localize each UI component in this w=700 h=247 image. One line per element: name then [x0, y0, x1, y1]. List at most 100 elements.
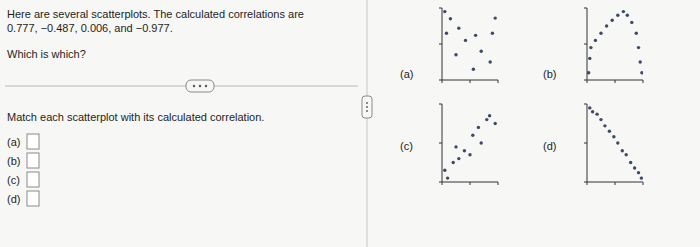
- separator: [5, 86, 358, 87]
- point: [640, 71, 643, 74]
- intro-line: Here are several scatterplots. The calcu…: [7, 8, 304, 20]
- answer-box[interactable]: [27, 172, 39, 187]
- point: [629, 161, 632, 164]
- y-tick: [584, 182, 587, 183]
- handle-dot: [366, 102, 368, 104]
- point: [457, 26, 460, 29]
- point: [472, 68, 475, 71]
- y-tick: [584, 104, 587, 105]
- point: [637, 46, 640, 49]
- point: [468, 153, 471, 156]
- answer-box[interactable]: [27, 153, 39, 168]
- point: [488, 60, 491, 63]
- point: [635, 32, 638, 35]
- point: [640, 176, 643, 179]
- y-tick: [439, 80, 442, 81]
- x-tick: [643, 80, 644, 83]
- point: [621, 149, 624, 152]
- point: [457, 157, 460, 160]
- point: [637, 171, 640, 174]
- answer-label: (a): [7, 136, 20, 148]
- x-tick: [643, 182, 644, 185]
- point: [633, 166, 636, 169]
- question: Which is which?: [7, 48, 86, 60]
- point: [443, 169, 446, 172]
- x-tick: [498, 80, 499, 83]
- point: [639, 60, 642, 63]
- y-tick: [584, 143, 587, 144]
- scatterplot: (b): [543, 8, 644, 83]
- y-tick: [584, 80, 587, 81]
- point: [589, 46, 592, 49]
- scatterplot: (a): [400, 8, 498, 83]
- point: [452, 161, 455, 164]
- point: [494, 16, 497, 19]
- divider-handle[interactable]: [362, 96, 372, 118]
- y-tick: [584, 44, 587, 45]
- point: [630, 21, 633, 24]
- point: [625, 153, 628, 156]
- point: [464, 39, 467, 42]
- point: [485, 118, 488, 121]
- answer-label: (b): [7, 155, 20, 167]
- divider: [367, 0, 368, 247]
- point: [474, 34, 477, 37]
- answer-box[interactable]: [27, 191, 39, 206]
- answer-box[interactable]: [27, 134, 39, 149]
- y-tick: [439, 44, 442, 45]
- y-tick: [439, 143, 442, 144]
- point: [446, 176, 449, 179]
- point: [463, 149, 466, 152]
- expand-button[interactable]: [186, 80, 214, 92]
- point: [588, 57, 591, 60]
- point: [605, 24, 608, 27]
- point: [594, 39, 597, 42]
- point: [616, 141, 619, 144]
- point: [491, 32, 494, 35]
- expand-dot: [199, 85, 201, 87]
- point: [480, 141, 483, 144]
- point: [449, 17, 452, 20]
- point: [603, 124, 606, 127]
- y-tick: [584, 8, 587, 9]
- point: [626, 14, 629, 17]
- x-tick: [470, 182, 471, 185]
- point: [480, 50, 483, 53]
- plot-label: (b): [543, 68, 556, 80]
- scatterplot: (d): [543, 104, 643, 185]
- point: [591, 110, 594, 113]
- point: [494, 122, 497, 125]
- intro-line: 0.777, −0.487, 0.006, and −0.977.: [7, 22, 173, 34]
- point: [595, 112, 598, 115]
- point: [599, 32, 602, 35]
- point: [612, 135, 615, 138]
- x-tick: [498, 182, 499, 185]
- point: [445, 32, 448, 35]
- point: [611, 19, 614, 22]
- page: Here are several scatterplots. The calcu…: [0, 0, 700, 247]
- point: [471, 134, 474, 137]
- x-tick: [615, 182, 616, 185]
- point: [454, 53, 457, 56]
- x-tick: [615, 80, 616, 83]
- plot-label: (a): [400, 68, 413, 80]
- points: [443, 114, 497, 180]
- expand-dot: [205, 85, 207, 87]
- expand-dot: [193, 85, 195, 87]
- point: [616, 14, 619, 17]
- point: [454, 145, 457, 148]
- point: [599, 118, 602, 121]
- scatterplot: (c): [400, 104, 498, 185]
- y-tick: [439, 104, 442, 105]
- point: [443, 10, 446, 13]
- x-tick: [470, 80, 471, 83]
- handle-dot: [366, 110, 368, 112]
- points: [588, 106, 643, 180]
- plot-label: (d): [543, 140, 556, 152]
- points: [587, 10, 643, 75]
- point: [588, 106, 591, 109]
- plot-label: (c): [400, 140, 413, 152]
- answer-label: (c): [7, 174, 20, 186]
- points: [443, 10, 497, 71]
- answer-label: (d): [7, 193, 20, 205]
